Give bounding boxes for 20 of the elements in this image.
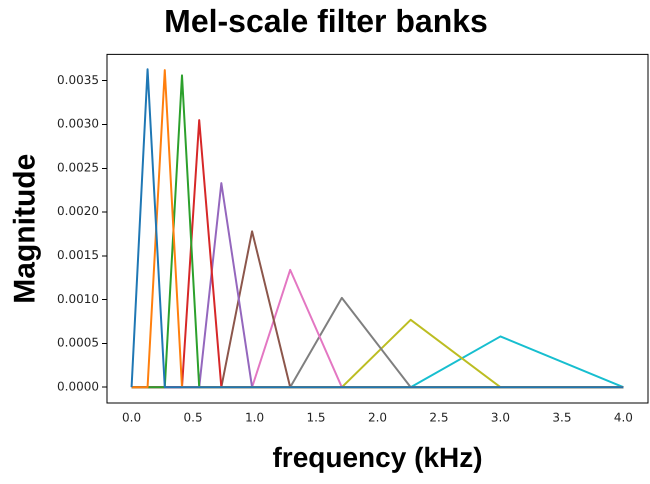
x-tick-label: 0.5 — [184, 410, 203, 424]
x-tick-label: 0.0 — [122, 410, 142, 424]
y-tick-label: 0.0035 — [56, 72, 99, 87]
x-tick-label: 1.0 — [244, 410, 264, 424]
x-axis-title: frequency (kHz) — [272, 442, 483, 473]
y-tick-label: 0.0030 — [56, 116, 99, 131]
y-tick-label: 0.0020 — [56, 204, 99, 218]
x-tick-label: 4.0 — [614, 410, 633, 424]
y-axis-title: Magnitude — [8, 154, 42, 304]
chart-title: Mel-scale filter banks — [164, 3, 488, 40]
y-tick-label: 0.0025 — [56, 160, 99, 174]
y-tick-label: 0.0005 — [56, 336, 99, 350]
y-tick-label: 0.0015 — [56, 248, 99, 262]
x-tick-label: 3.5 — [552, 410, 572, 424]
x-tick-label: 2.0 — [368, 410, 388, 424]
x-tick-label: 2.5 — [429, 410, 449, 424]
y-tick-label: 0.0010 — [56, 292, 99, 306]
y-tick-label: 0.0000 — [56, 379, 99, 394]
x-tick-label: 1.5 — [306, 410, 326, 424]
x-tick-label: 3.0 — [490, 410, 510, 424]
